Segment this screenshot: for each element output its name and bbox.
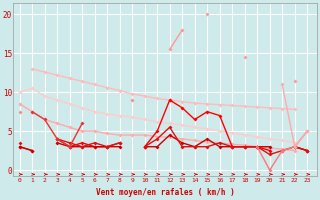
X-axis label: Vent moyen/en rafales ( km/h ): Vent moyen/en rafales ( km/h )	[96, 188, 235, 197]
